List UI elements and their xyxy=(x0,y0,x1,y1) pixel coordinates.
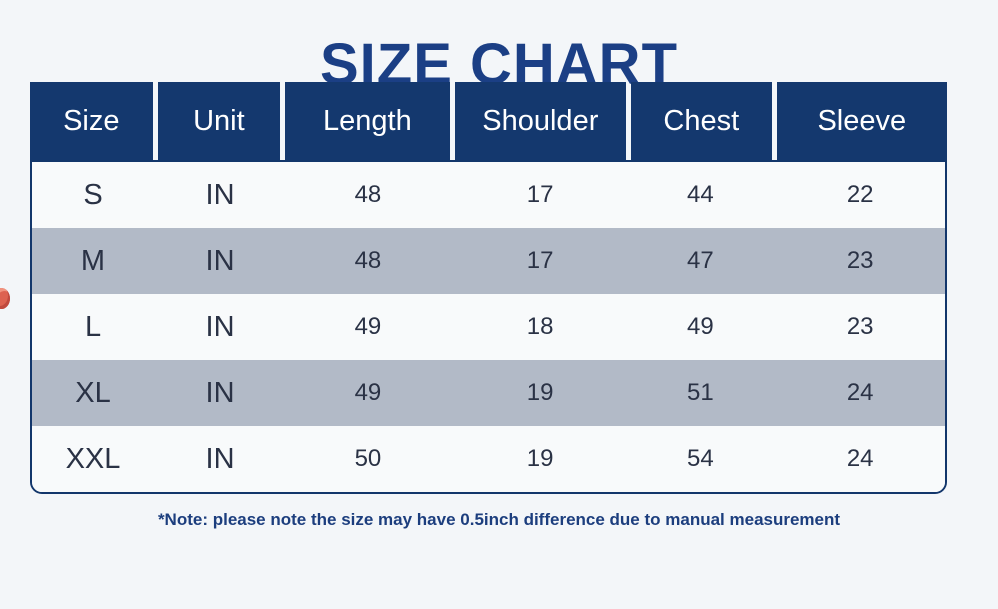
cell-xxl-shoulder: 19 xyxy=(526,445,554,472)
cell-xxl-unit: IN xyxy=(205,442,235,475)
cell-s-unit: IN xyxy=(205,178,235,211)
table-row-m: M IN 48 17 47 23 xyxy=(32,228,945,294)
cell-s-length: 48 xyxy=(354,181,382,208)
cell-xl-shoulder: 19 xyxy=(526,379,554,406)
cell-xl-size: XL xyxy=(75,376,111,409)
table-row-xxl: XXL IN 50 19 54 24 xyxy=(32,426,945,492)
cell-s-shoulder: 17 xyxy=(526,181,554,208)
cell-m-length: 48 xyxy=(354,247,382,274)
header-cell-unit: Unit xyxy=(157,82,281,160)
header-cell-shoulder: Shoulder xyxy=(454,82,627,160)
page-title: SIZE CHART xyxy=(320,32,678,97)
cell-s-chest: 44 xyxy=(687,181,714,208)
table-header-row: Size Unit Length Shoulder Chest Sleeve xyxy=(30,82,947,160)
cell-m-chest: 47 xyxy=(687,247,714,274)
cell-l-shoulder: 18 xyxy=(526,313,554,340)
cell-l-unit: IN xyxy=(205,310,235,343)
cell-xxl-sleeve: 24 xyxy=(846,445,874,472)
measurement-note: *Note: please note the size may have 0.5… xyxy=(157,510,841,529)
cell-l-sleeve: 23 xyxy=(846,313,874,340)
table-body: S IN 48 17 44 22 M IN 48 17 47 23 L IN 49 18 49 23 XL IN 49 1… xyxy=(30,160,947,494)
cell-l-size: L xyxy=(84,310,102,343)
cell-xl-unit: IN xyxy=(205,376,235,409)
cell-xxl-length: 50 xyxy=(354,445,382,472)
cell-s-size: S xyxy=(83,178,103,211)
size-chart-table: Size Unit Length Shoulder Chest Sleeve S IN 48 1… xyxy=(30,82,947,494)
header-cell-length: Length xyxy=(285,82,450,160)
edge-decoration-blob xyxy=(0,288,10,309)
cell-xl-chest: 51 xyxy=(687,379,714,406)
table-row-xl: XL IN 49 19 51 24 xyxy=(32,360,945,426)
cell-l-length: 49 xyxy=(354,313,382,340)
cell-l-chest: 49 xyxy=(687,313,714,340)
cell-xxl-size: XXL xyxy=(65,442,121,475)
cell-xl-length: 49 xyxy=(354,379,382,406)
cell-m-unit: IN xyxy=(205,244,235,277)
cell-xl-sleeve: 24 xyxy=(846,379,874,406)
table-row-s: S IN 48 17 44 22 xyxy=(32,162,945,228)
header-cell-sleeve: Sleeve xyxy=(776,82,947,160)
cell-m-sleeve: 23 xyxy=(846,247,874,274)
header-cell-chest: Chest xyxy=(631,82,772,160)
cell-xxl-chest: 54 xyxy=(687,445,714,472)
cell-s-sleeve: 22 xyxy=(846,181,874,208)
cell-m-size: M xyxy=(80,244,106,277)
cell-m-shoulder: 17 xyxy=(526,247,554,274)
table-row-l: L IN 49 18 49 23 xyxy=(32,294,945,360)
header-cell-size: Size xyxy=(30,82,153,160)
